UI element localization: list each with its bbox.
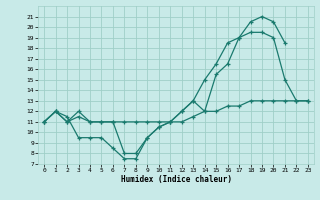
X-axis label: Humidex (Indice chaleur): Humidex (Indice chaleur) — [121, 175, 231, 184]
